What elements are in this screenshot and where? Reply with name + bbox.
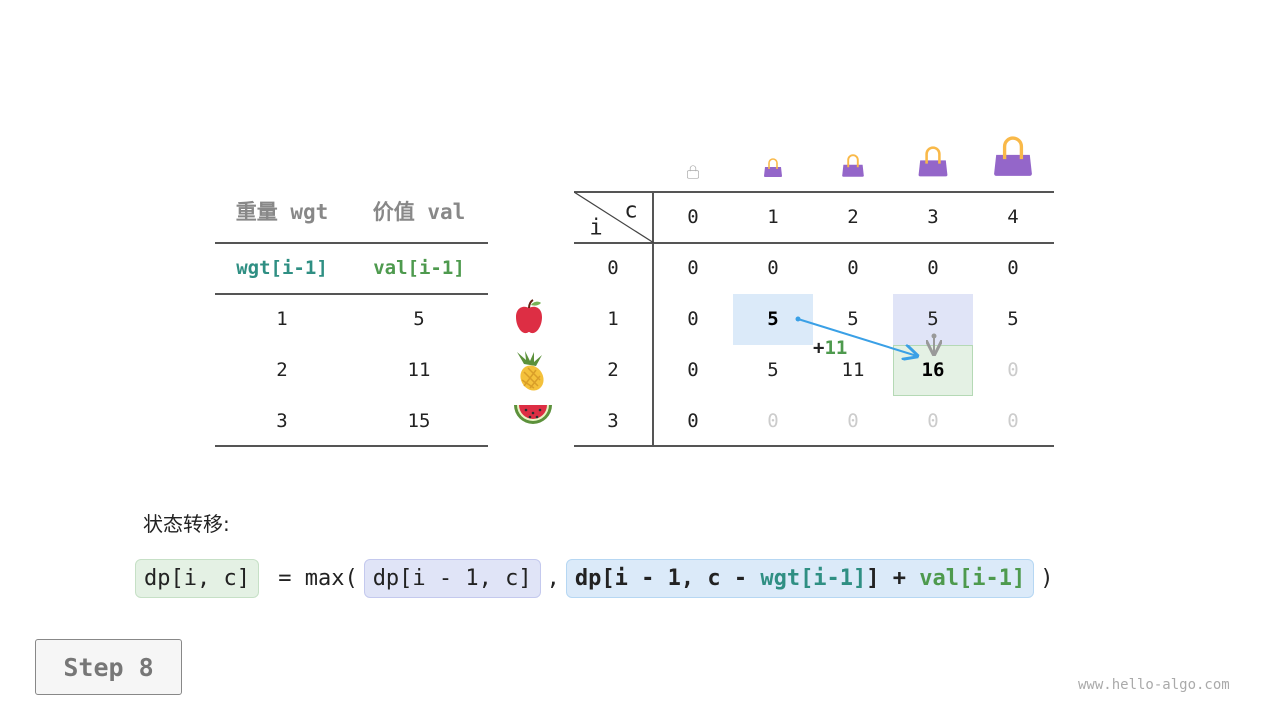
pineapple-icon <box>512 350 548 396</box>
dp-cell: 16 <box>921 359 945 381</box>
formula-comma: , <box>546 566 560 591</box>
bag-capacity-4-icon <box>991 136 1035 182</box>
dp-cell: 0 <box>927 257 939 279</box>
dp-cell: 5 <box>767 359 779 381</box>
dp-cell: 0 <box>1007 257 1019 279</box>
formula-max: = max( <box>264 566 358 591</box>
dp-cell: 0 <box>1007 410 1019 432</box>
item-value: 15 <box>407 410 431 432</box>
dp-cell: 0 <box>687 308 699 330</box>
dp-cell: 0 <box>767 410 779 432</box>
header-weight: 重量 wgt <box>235 200 329 224</box>
row-label: 3 <box>607 410 619 432</box>
dp-cell: 0 <box>687 257 699 279</box>
formula-option-1: dp[i - 1, c] <box>363 559 541 598</box>
divider <box>652 192 654 446</box>
corner-diagonal <box>573 191 655 248</box>
formula-opt2-plus: ] + <box>866 566 920 591</box>
dp-cell: 5 <box>767 308 779 330</box>
row-label: 1 <box>607 308 619 330</box>
state-transition-formula: dp[i, c] = max( dp[i - 1, c] , dp[i - 1,… <box>135 559 1054 598</box>
formula-option-2: dp[i - 1, c - wgt[i-1]] + val[i-1] <box>565 559 1035 598</box>
divider <box>574 191 1054 193</box>
corner-label-c: c <box>624 198 638 224</box>
bag-capacity-2-icon <box>840 154 866 182</box>
dp-cell: 0 <box>927 410 939 432</box>
corner-label-i: i <box>589 215 603 241</box>
divider <box>574 445 1054 447</box>
annotation-value: 11 <box>824 337 848 359</box>
dp-cell: 5 <box>927 308 939 330</box>
bag-capacity-0-icon <box>686 164 700 183</box>
item-weight: 1 <box>276 308 288 330</box>
dp-cell: 11 <box>841 359 865 381</box>
divider <box>574 242 1054 244</box>
watermelon-icon <box>512 401 554 435</box>
dp-cell: 0 <box>687 410 699 432</box>
apple-icon <box>512 299 546 339</box>
formula-opt2-wgt: wgt[i-1] <box>760 566 867 591</box>
dp-cell: 0 <box>847 410 859 432</box>
subheader-val: val[i-1] <box>373 257 465 279</box>
dp-cell: 5 <box>1007 308 1019 330</box>
dp-cell: 0 <box>847 257 859 279</box>
row-label: 2 <box>607 359 619 381</box>
column-header: 1 <box>767 206 779 228</box>
formula-opt2-val: val[i-1] <box>919 566 1026 591</box>
item-weight: 3 <box>276 410 288 432</box>
header-value: 价值 val <box>372 200 466 224</box>
step-indicator: Step 8 <box>35 639 182 695</box>
formula-lhs: dp[i, c] <box>135 559 259 598</box>
dp-cell: 0 <box>767 257 779 279</box>
bag-capacity-1-icon <box>763 158 783 182</box>
item-value: 5 <box>413 308 425 330</box>
column-header: 2 <box>847 206 859 228</box>
divider <box>215 445 488 447</box>
formula-opt2-dp: dp[i - 1, c - <box>574 566 761 591</box>
column-header: 3 <box>927 206 939 228</box>
watermark: www.hello-algo.com <box>1078 677 1230 693</box>
subheader-wgt: wgt[i-1] <box>236 257 328 279</box>
dp-cell: 0 <box>1007 359 1019 381</box>
bag-capacity-3-icon <box>916 146 950 182</box>
dp-cell: 0 <box>687 359 699 381</box>
dp-cell: 5 <box>847 308 859 330</box>
value-annotation: +11 <box>813 337 847 359</box>
formula-close: ) <box>1040 566 1054 591</box>
column-header: 0 <box>687 206 699 228</box>
divider <box>215 242 488 244</box>
formula-label: 状态转移: <box>143 512 230 536</box>
row-label: 0 <box>607 257 619 279</box>
item-weight: 2 <box>276 359 288 381</box>
item-value: 11 <box>407 359 431 381</box>
column-header: 4 <box>1007 206 1019 228</box>
divider <box>215 293 488 295</box>
annotation-plus: + <box>813 337 825 359</box>
